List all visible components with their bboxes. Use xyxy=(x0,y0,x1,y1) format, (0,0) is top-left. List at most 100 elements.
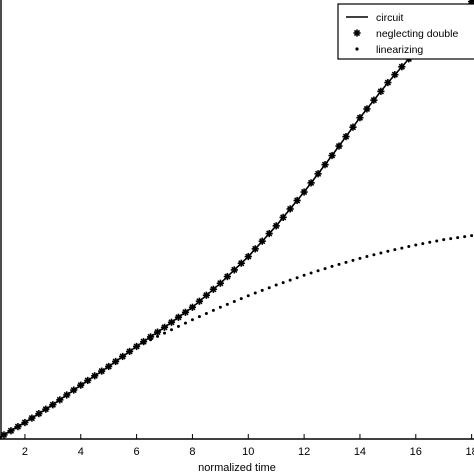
data-point xyxy=(142,341,146,345)
data-point xyxy=(211,308,215,312)
data-point xyxy=(337,262,341,266)
data-point xyxy=(267,286,271,290)
x-tick-label: 10 xyxy=(242,446,254,458)
data-point xyxy=(456,236,460,240)
data-point xyxy=(300,188,308,196)
legend-label: neglecting double xyxy=(376,28,458,40)
data-point xyxy=(379,251,383,255)
data-point xyxy=(293,196,301,205)
data-point xyxy=(377,87,385,95)
data-point xyxy=(407,245,411,249)
data-point xyxy=(28,414,36,422)
series-linearizing xyxy=(135,234,474,348)
data-point xyxy=(190,318,194,322)
legend-label: circuit xyxy=(376,12,404,24)
data-point xyxy=(335,142,343,150)
data-point xyxy=(84,376,92,385)
x-tick-label: 12 xyxy=(298,446,310,458)
data-point xyxy=(372,253,376,257)
data-point xyxy=(356,114,364,122)
data-point xyxy=(365,255,369,259)
data-point xyxy=(244,252,252,261)
data-point xyxy=(153,328,162,336)
x-tick-label: 18 xyxy=(465,446,474,458)
legend-dot-symbol xyxy=(355,47,359,51)
data-point xyxy=(216,279,224,287)
legend-item: linearizing xyxy=(355,44,423,56)
data-point xyxy=(70,386,78,394)
axes: 2 4 6 8 10 12 14 16 18 xyxy=(0,0,474,458)
data-point xyxy=(204,312,208,316)
data-point xyxy=(188,303,197,311)
data-point xyxy=(421,242,425,246)
data-point xyxy=(309,271,313,275)
data-point xyxy=(258,237,266,245)
data-point xyxy=(342,133,350,141)
legend-box xyxy=(337,3,474,60)
data-point xyxy=(49,401,57,409)
data-point xyxy=(232,299,236,303)
data-point xyxy=(135,344,139,348)
data-point xyxy=(449,237,453,241)
data-point xyxy=(414,243,418,247)
data-point xyxy=(302,273,306,277)
data-point xyxy=(442,238,446,242)
data-point xyxy=(195,297,204,305)
data-point xyxy=(112,357,120,366)
data-point xyxy=(246,294,250,298)
data-point xyxy=(386,249,390,253)
data-point xyxy=(146,333,155,341)
x-tick-label: 14 xyxy=(354,446,366,458)
data-point xyxy=(370,96,378,104)
data-point xyxy=(169,328,173,332)
data-point xyxy=(314,170,322,178)
data-point xyxy=(328,151,336,160)
data-point xyxy=(363,105,371,113)
data-point xyxy=(225,302,229,306)
data-point xyxy=(176,324,180,328)
data-point xyxy=(323,267,327,271)
x-tick-label: 6 xyxy=(134,446,140,458)
data-point xyxy=(435,239,439,243)
data-point xyxy=(237,259,245,267)
data-point xyxy=(174,313,183,321)
legend-star-symbol xyxy=(353,29,361,37)
data-point xyxy=(358,256,362,260)
data-point xyxy=(197,315,201,319)
data-point xyxy=(119,352,127,361)
data-point xyxy=(202,291,210,299)
x-tick-label: 2 xyxy=(22,446,28,458)
data-point xyxy=(98,367,106,375)
data-point xyxy=(393,248,397,252)
x-tick-label: 16 xyxy=(410,446,422,458)
data-point xyxy=(272,222,280,230)
data-point xyxy=(344,260,348,264)
x-tick-label: 8 xyxy=(189,446,195,458)
data-point xyxy=(239,297,243,301)
legend-item: neglecting double xyxy=(353,28,458,40)
data-point xyxy=(351,258,355,262)
data-point xyxy=(400,246,404,250)
data-point xyxy=(274,283,278,287)
legend-label: linearizing xyxy=(376,44,423,56)
data-point xyxy=(253,291,257,295)
data-point xyxy=(77,381,85,389)
data-point xyxy=(316,269,320,273)
data-point xyxy=(321,161,329,169)
x-tick-label: 4 xyxy=(78,446,84,458)
data-point xyxy=(223,272,231,281)
data-point xyxy=(167,318,176,326)
data-point xyxy=(21,418,29,427)
data-point xyxy=(470,234,474,238)
data-point xyxy=(35,410,43,418)
data-point xyxy=(307,179,315,187)
data-point xyxy=(209,285,217,293)
data-point xyxy=(286,205,294,213)
data-point xyxy=(428,240,432,244)
data-point xyxy=(156,334,160,338)
legend: circuit neglecting double linearizing xyxy=(337,3,474,60)
data-point xyxy=(398,63,406,71)
data-point xyxy=(349,123,357,131)
